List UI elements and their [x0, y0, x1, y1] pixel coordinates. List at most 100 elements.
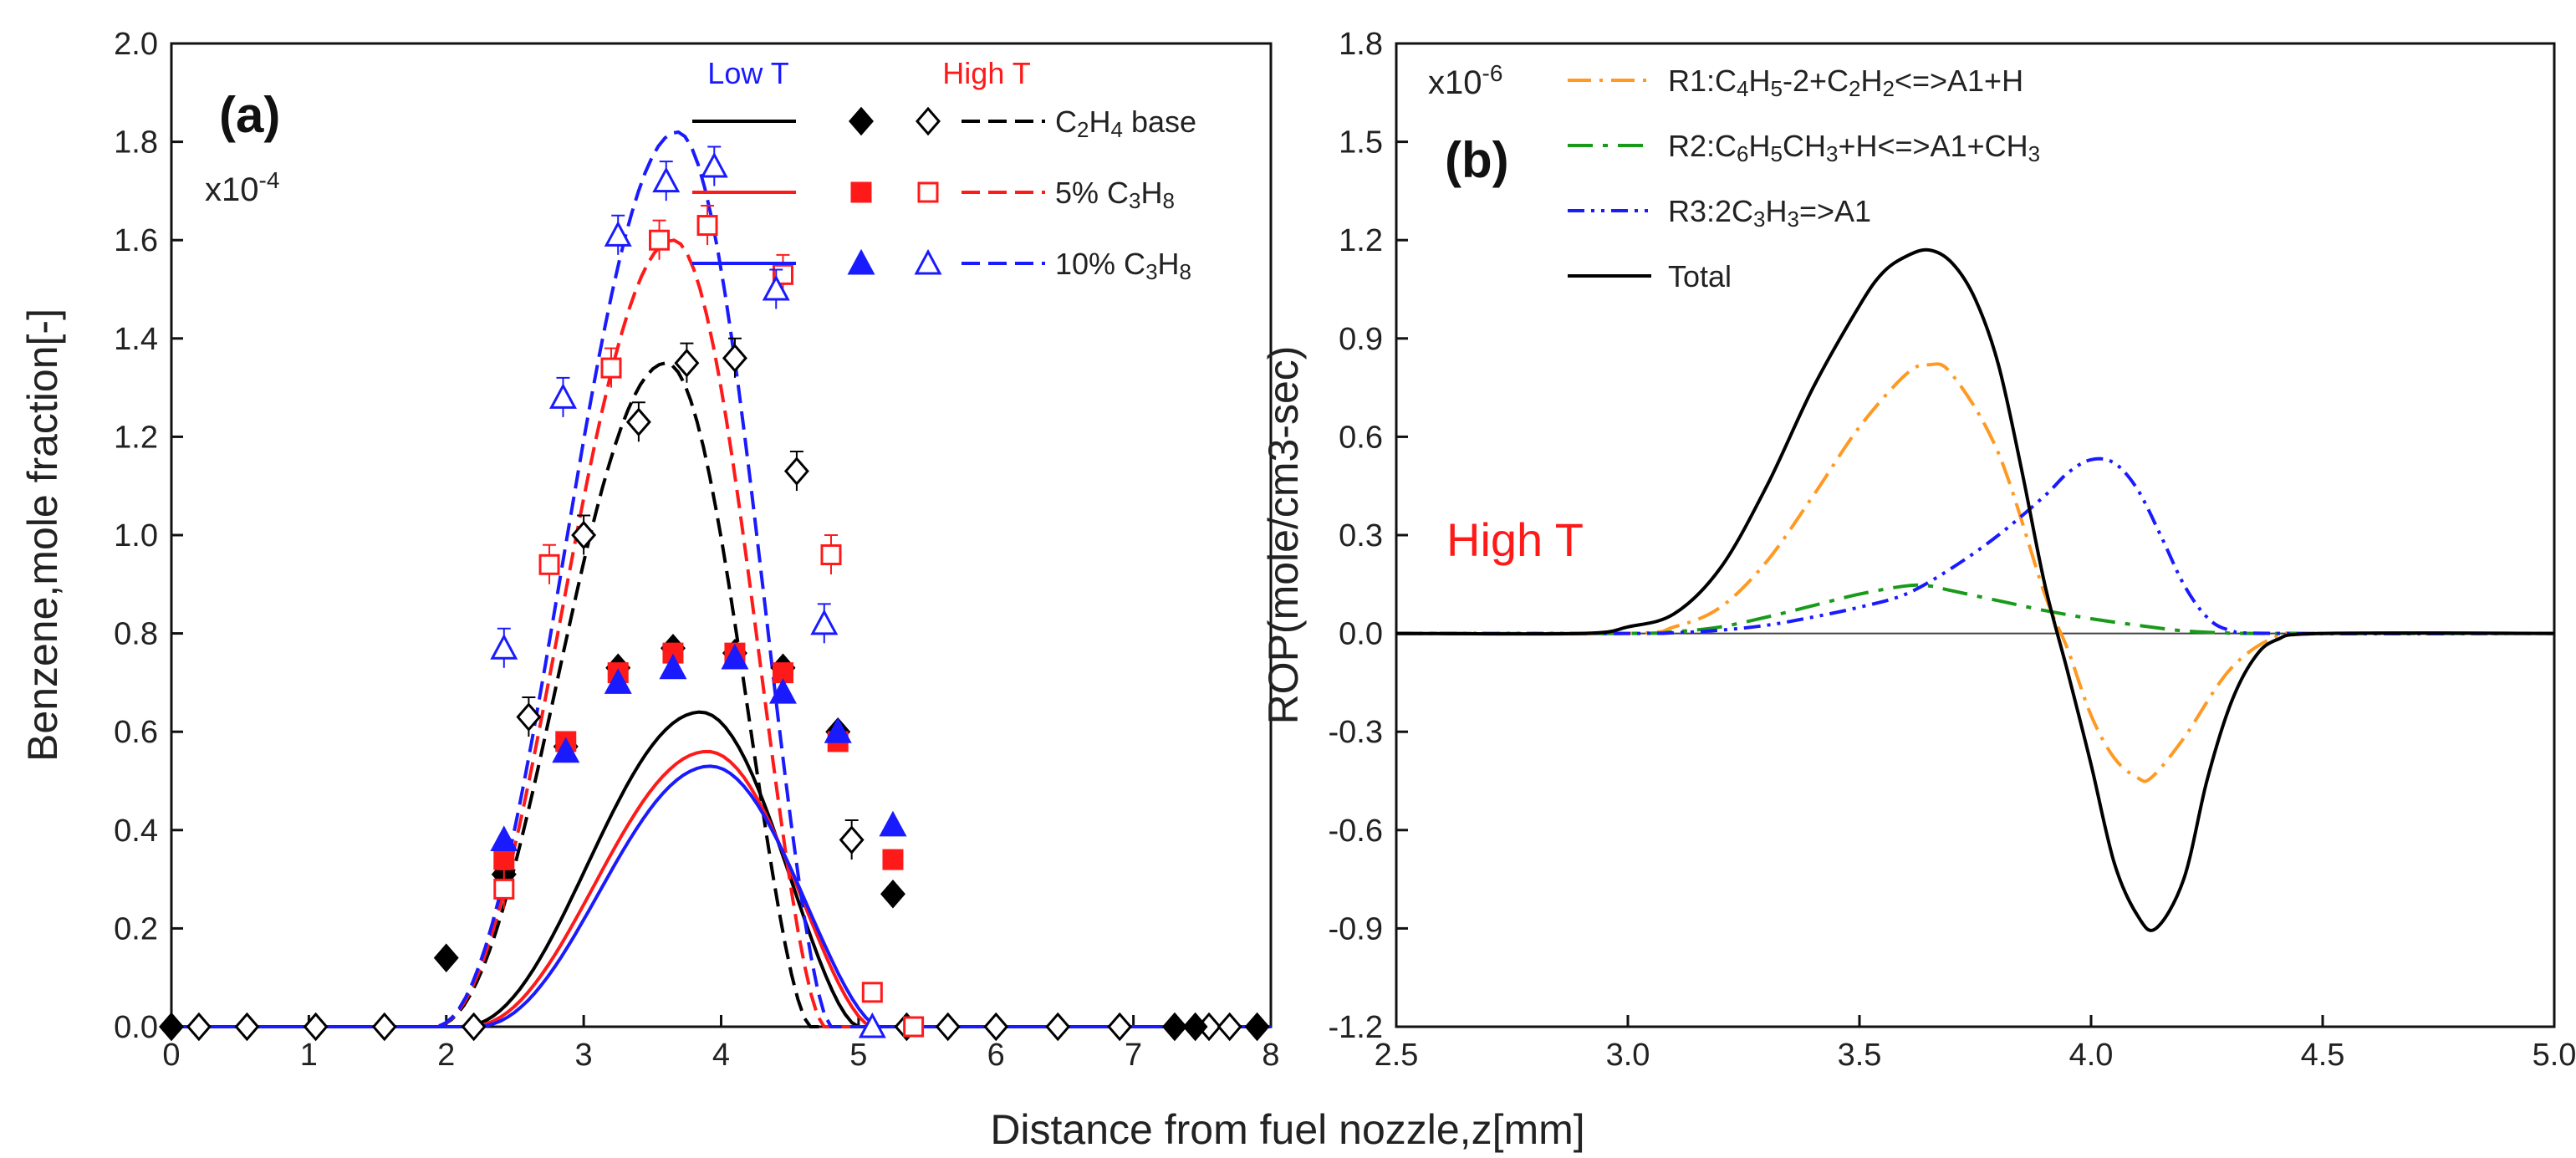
legend-label-0: R1:C4H5-2+C2H2<=>A1+H: [1668, 64, 2023, 101]
x-tick-label-a: 4: [712, 1038, 730, 1073]
point-high-1: [649, 229, 671, 251]
point-low-1: [493, 849, 515, 870]
point-low-2: [721, 643, 749, 670]
annotation-high-t: High T: [1446, 513, 1584, 566]
x-tick-label-a: 7: [1125, 1038, 1142, 1073]
point-high-2: [810, 609, 839, 635]
point-low-0: [880, 879, 905, 909]
y-tick-label-b: 1.2: [1339, 223, 1383, 258]
y-tick-label-a: 0.2: [114, 911, 158, 946]
point-high-1: [600, 357, 622, 379]
y-tick-label-a: 0.0: [114, 1010, 158, 1045]
point-high-1: [903, 1016, 925, 1038]
y-tick-label-b: 0.0: [1339, 617, 1383, 652]
y-tick-label-a: 1.6: [114, 223, 158, 258]
legend-low-marker-2: [847, 248, 875, 275]
point-high-0: [674, 348, 700, 378]
series-line-2: [1395, 457, 2555, 635]
y-tick-label-a: 1.2: [114, 420, 158, 455]
legend-label-2: 10% C3H8: [1055, 247, 1191, 284]
point-high-1: [493, 878, 515, 900]
point-high-0: [571, 520, 597, 550]
point-high-2: [652, 166, 681, 193]
point-high-1: [696, 215, 718, 237]
y-tick-label-a: 0.4: [114, 814, 158, 849]
y-tick-label-b: -0.6: [1329, 814, 1383, 849]
legend-low-marker-1: [850, 181, 872, 203]
legend-header-low: Low T: [707, 56, 788, 90]
x-tick-label-b: 4.5: [2301, 1038, 2345, 1073]
point-high-0: [983, 1012, 1009, 1042]
point-high-0: [516, 702, 542, 732]
series-line-3: [1395, 247, 2555, 932]
point-low-0: [1161, 1012, 1187, 1042]
model-high-line-1: [171, 238, 1271, 1028]
point-high-0: [935, 1012, 961, 1042]
point-high-2: [548, 383, 577, 409]
point-high-0: [1217, 1012, 1242, 1042]
y-tick-label-b: 0.9: [1339, 322, 1383, 357]
y-tick-label-a: 0.8: [114, 617, 158, 652]
legend-label-2: R3:2C3H3=>A1: [1668, 194, 1871, 232]
y-axis-label-b: ROP(mole/cm3-sec): [1260, 346, 1307, 725]
legend-label-1: 5% C3H8: [1055, 176, 1175, 213]
point-high-0: [625, 407, 651, 437]
y-tick-label-a: 1.8: [114, 125, 158, 161]
y-tick-label-b: -0.9: [1329, 911, 1383, 946]
model-low-line-0: [171, 710, 1271, 1028]
point-high-0: [783, 457, 809, 486]
point-high-0: [722, 344, 747, 373]
x-tick-label-a: 6: [987, 1038, 1005, 1073]
panel-b: 2.5 3.0 3.5 4.0 4.5 5.0 -1.2 -0.9 -0.6 -0.3 0.0 0.3…: [1260, 27, 2576, 1073]
y-axis-label-a: Benzene,mole fraction[-]: [19, 309, 66, 762]
x-tick-label-a: 8: [1262, 1038, 1279, 1073]
point-high-2: [858, 1012, 886, 1038]
point-low-0: [433, 943, 459, 972]
x-tick-label-b: 3.5: [1838, 1038, 1882, 1073]
y-tick-label-a: 0.6: [114, 715, 158, 750]
point-low-0: [159, 1012, 184, 1042]
legend-high-marker-1: [917, 181, 939, 203]
y-tick-label-b: 1.5: [1339, 125, 1383, 161]
point-high-2: [490, 634, 518, 660]
shared-x-axis-label: Distance from fuel nozzle,z[mm]: [990, 1106, 1584, 1153]
y-tick-label-b: 1.8: [1339, 27, 1383, 62]
x-tick-label-a: 2: [437, 1038, 455, 1073]
y-tick-label-b: -0.3: [1329, 715, 1383, 750]
x-tick-label-a: 5: [849, 1038, 867, 1073]
x-tick-label-b: 5.0: [2533, 1038, 2576, 1073]
panel-a: 0 1 2 3 4 5 6 7 8 0.0 0.2 0.4 0.6 0.8 1.0 1.2 1.4 1.6 1.8 2…: [19, 27, 1280, 1073]
point-high-1: [820, 544, 842, 566]
legend-label-3: Total: [1668, 259, 1732, 293]
point-low-0: [1244, 1012, 1270, 1042]
series-line-1: [1395, 583, 2555, 635]
point-low-2: [824, 717, 852, 743]
legend-high-marker-2: [914, 248, 942, 275]
x-tick-label-a: 0: [162, 1038, 180, 1073]
point-high-0: [234, 1012, 260, 1042]
point-high-0: [1107, 1012, 1133, 1042]
y-tick-label-a: 1.4: [114, 322, 158, 357]
multiplier-a: x10-4: [205, 167, 279, 209]
point-high-1: [861, 982, 883, 1003]
x-tick-label-b: 2.5: [1375, 1038, 1419, 1073]
x-tick-label-b: 3.0: [1606, 1038, 1650, 1073]
y-tick-label-b: -1.2: [1329, 1010, 1383, 1045]
point-high-0: [186, 1012, 212, 1042]
y-tick-label-b: 0.3: [1339, 518, 1383, 553]
y-tick-label-a: 1.0: [114, 518, 158, 553]
point-high-0: [1045, 1012, 1071, 1042]
legend-label-1: R2:C6H5CH3+H<=>A1+CH3: [1668, 129, 2040, 166]
legend-low-marker-0: [849, 106, 874, 136]
x-tick-label-a: 1: [300, 1038, 318, 1073]
panel-label-a: (a): [219, 87, 280, 143]
x-tick-label-a: 3: [575, 1038, 593, 1073]
point-high-2: [604, 221, 632, 247]
legend-label-0: C2H4 base: [1055, 105, 1196, 142]
series-line-0: [1395, 362, 2555, 783]
point-high-0: [303, 1012, 329, 1042]
point-low-0: [1182, 1012, 1208, 1042]
panel-label-b: (b): [1445, 132, 1509, 188]
point-low-1: [882, 849, 904, 870]
